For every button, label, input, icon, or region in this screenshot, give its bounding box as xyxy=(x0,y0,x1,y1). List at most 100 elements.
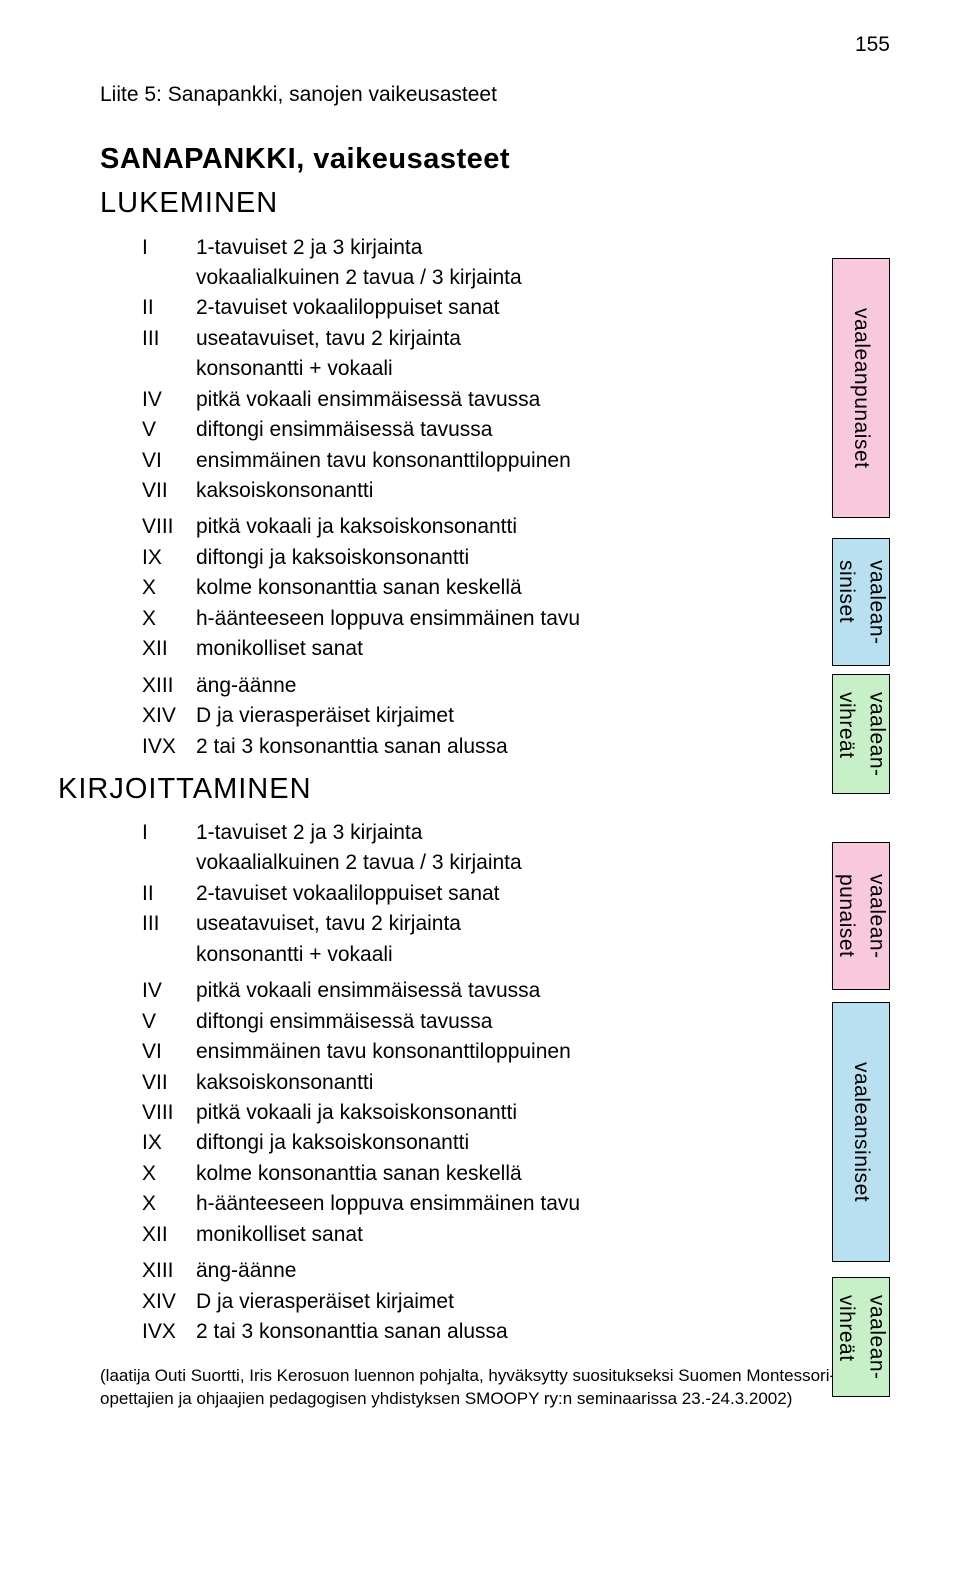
list-row: XIImonikolliset sanat xyxy=(142,634,890,664)
roman-numeral: VIII xyxy=(142,1098,196,1128)
roman-numeral: II xyxy=(142,879,196,909)
roman-numeral: VII xyxy=(142,476,196,506)
list-row: VIIIpitkä vokaali ja kaksoiskonsonantti xyxy=(142,1098,890,1128)
list-text: D ja vierasperäiset kirjaimet xyxy=(196,1287,890,1317)
list-row: IVX2 tai 3 konsonanttia sanan alussa xyxy=(142,732,890,762)
list-row: II2-tavuiset vokaaliloppuiset sanat xyxy=(142,293,890,323)
list-text: vokaalialkuinen 2 tavua / 3 kirjainta xyxy=(196,848,890,878)
roman-numeral: VII xyxy=(142,1068,196,1098)
roman-numeral: X xyxy=(142,604,196,634)
list-text: diftongi ensimmäisessä tavussa xyxy=(196,415,890,445)
list-text: diftongi ensimmäisessä tavussa xyxy=(196,1007,890,1037)
roman-numeral xyxy=(142,354,196,384)
roman-numeral: I xyxy=(142,818,196,848)
list-text: kolme konsonanttia sanan keskellä xyxy=(196,1159,890,1189)
color-badge: vaalean- punaiset xyxy=(832,842,890,990)
list-row: Vdiftongi ensimmäisessä tavussa xyxy=(142,415,890,445)
list-text: pitkä vokaali ensimmäisessä tavussa xyxy=(196,385,890,415)
roman-numeral: IVX xyxy=(142,1317,196,1347)
list-text: 1-tavuiset 2 ja 3 kirjainta xyxy=(196,818,890,848)
section-kirjoittaminen-title: KIRJOITTAMINEN xyxy=(58,768,890,810)
lukeminen-group3: XIIIäng-äänneXIVD ja vierasperäiset kirj… xyxy=(142,671,890,762)
roman-numeral: IVX xyxy=(142,732,196,762)
list-text: useatavuiset, tavu 2 kirjainta xyxy=(196,324,890,354)
list-row: XIVD ja vierasperäiset kirjaimet xyxy=(142,701,890,731)
roman-numeral xyxy=(142,263,196,293)
list-row: XIVD ja vierasperäiset kirjaimet xyxy=(142,1287,890,1317)
kirjoittaminen-group3: XIIIäng-äänneXIVD ja vierasperäiset kirj… xyxy=(142,1256,890,1347)
list-row: Vdiftongi ensimmäisessä tavussa xyxy=(142,1007,890,1037)
appendix-title: Liite 5: Sanapankki, sanojen vaikeusaste… xyxy=(100,80,890,110)
list-row: vokaalialkuinen 2 tavua / 3 kirjainta xyxy=(142,263,890,293)
content-wrap: LUKEMINEN I1-tavuiset 2 ja 3 kirjaintavo… xyxy=(100,182,890,1347)
roman-numeral xyxy=(142,940,196,970)
page-number: 155 xyxy=(855,30,890,60)
roman-numeral: I xyxy=(142,233,196,263)
list-row: Xkolme konsonanttia sanan keskellä xyxy=(142,573,890,603)
list-row: VIensimmäinen tavu konsonanttiloppuinen xyxy=(142,446,890,476)
roman-numeral: VIII xyxy=(142,512,196,542)
roman-numeral: IX xyxy=(142,1128,196,1158)
roman-numeral: XIII xyxy=(142,671,196,701)
section-lukeminen-title: LUKEMINEN xyxy=(100,182,890,224)
roman-numeral: IV xyxy=(142,976,196,1006)
footer-line1: (laatija Outi Suortti, Iris Kerosuon lue… xyxy=(100,1365,890,1388)
list-row: XIIIäng-äänne xyxy=(142,1256,890,1286)
color-badge: vaaleanpunaiset xyxy=(832,258,890,518)
roman-numeral: IV xyxy=(142,385,196,415)
list-row: Xh-äänteeseen loppuva ensimmäinen tavu xyxy=(142,1189,890,1219)
list-row: Xkolme konsonanttia sanan keskellä xyxy=(142,1159,890,1189)
list-text: pitkä vokaali ensimmäisessä tavussa xyxy=(196,976,890,1006)
list-text: 2-tavuiset vokaaliloppuiset sanat xyxy=(196,879,890,909)
kirjoittaminen-group2: IVpitkä vokaali ensimmäisessä tavussaVdi… xyxy=(142,976,890,1250)
list-row: VIIkaksoiskonsonantti xyxy=(142,1068,890,1098)
color-badge: vaalean- vihreät xyxy=(832,1277,890,1397)
list-row: IIIuseatavuiset, tavu 2 kirjainta xyxy=(142,909,890,939)
roman-numeral: X xyxy=(142,573,196,603)
roman-numeral: V xyxy=(142,415,196,445)
footer-line2: opettajien ja ohjaajien pedagogisen yhdi… xyxy=(100,1388,890,1411)
list-row: VIIIpitkä vokaali ja kaksoiskonsonantti xyxy=(142,512,890,542)
list-row: konsonantti + vokaali xyxy=(142,354,890,384)
roman-numeral: V xyxy=(142,1007,196,1037)
list-row: IXdiftongi ja kaksoiskonsonantti xyxy=(142,1128,890,1158)
roman-numeral: XIV xyxy=(142,1287,196,1317)
list-row: VIIkaksoiskonsonantti xyxy=(142,476,890,506)
list-text: äng-äänne xyxy=(196,671,890,701)
list-row: VIensimmäinen tavu konsonanttiloppuinen xyxy=(142,1037,890,1067)
list-text: ensimmäinen tavu konsonanttiloppuinen xyxy=(196,446,890,476)
roman-numeral: XIII xyxy=(142,1256,196,1286)
roman-numeral: X xyxy=(142,1159,196,1189)
list-row: I1-tavuiset 2 ja 3 kirjainta xyxy=(142,818,890,848)
list-text: kolme konsonanttia sanan keskellä xyxy=(196,573,890,603)
list-text: 2-tavuiset vokaaliloppuiset sanat xyxy=(196,293,890,323)
list-row: XIImonikolliset sanat xyxy=(142,1220,890,1250)
list-row: IXdiftongi ja kaksoiskonsonantti xyxy=(142,543,890,573)
list-text: D ja vierasperäiset kirjaimet xyxy=(196,701,890,731)
list-text: vokaalialkuinen 2 tavua / 3 kirjainta xyxy=(196,263,890,293)
list-row: IIIuseatavuiset, tavu 2 kirjainta xyxy=(142,324,890,354)
list-text: h-äänteeseen loppuva ensimmäinen tavu xyxy=(196,1189,890,1219)
list-text: 1-tavuiset 2 ja 3 kirjainta xyxy=(196,233,890,263)
list-text: diftongi ja kaksoiskonsonantti xyxy=(196,543,890,573)
list-text: diftongi ja kaksoiskonsonantti xyxy=(196,1128,890,1158)
list-text: ensimmäinen tavu konsonanttiloppuinen xyxy=(196,1037,890,1067)
main-title: SANAPANKKI, vaikeusasteet xyxy=(100,138,890,180)
list-row: IVX2 tai 3 konsonanttia sanan alussa xyxy=(142,1317,890,1347)
list-row: konsonantti + vokaali xyxy=(142,940,890,970)
list-row: II2-tavuiset vokaaliloppuiset sanat xyxy=(142,879,890,909)
list-row: vokaalialkuinen 2 tavua / 3 kirjainta xyxy=(142,848,890,878)
list-text: h-äänteeseen loppuva ensimmäinen tavu xyxy=(196,604,890,634)
footer: (laatija Outi Suortti, Iris Kerosuon lue… xyxy=(100,1365,890,1411)
list-row: I1-tavuiset 2 ja 3 kirjainta xyxy=(142,233,890,263)
color-badge: vaalean- vihreät xyxy=(832,674,890,794)
list-row: IVpitkä vokaali ensimmäisessä tavussa xyxy=(142,385,890,415)
color-badge: vaalean- siniset xyxy=(832,538,890,666)
list-text: 2 tai 3 konsonanttia sanan alussa xyxy=(196,732,890,762)
list-text: kaksoiskonsonantti xyxy=(196,1068,890,1098)
list-row: Xh-äänteeseen loppuva ensimmäinen tavu xyxy=(142,604,890,634)
list-text: pitkä vokaali ja kaksoiskonsonantti xyxy=(196,1098,890,1128)
kirjoittaminen-group1: I1-tavuiset 2 ja 3 kirjaintavokaalialkui… xyxy=(142,818,890,970)
roman-numeral: VI xyxy=(142,446,196,476)
roman-numeral: XIV xyxy=(142,701,196,731)
